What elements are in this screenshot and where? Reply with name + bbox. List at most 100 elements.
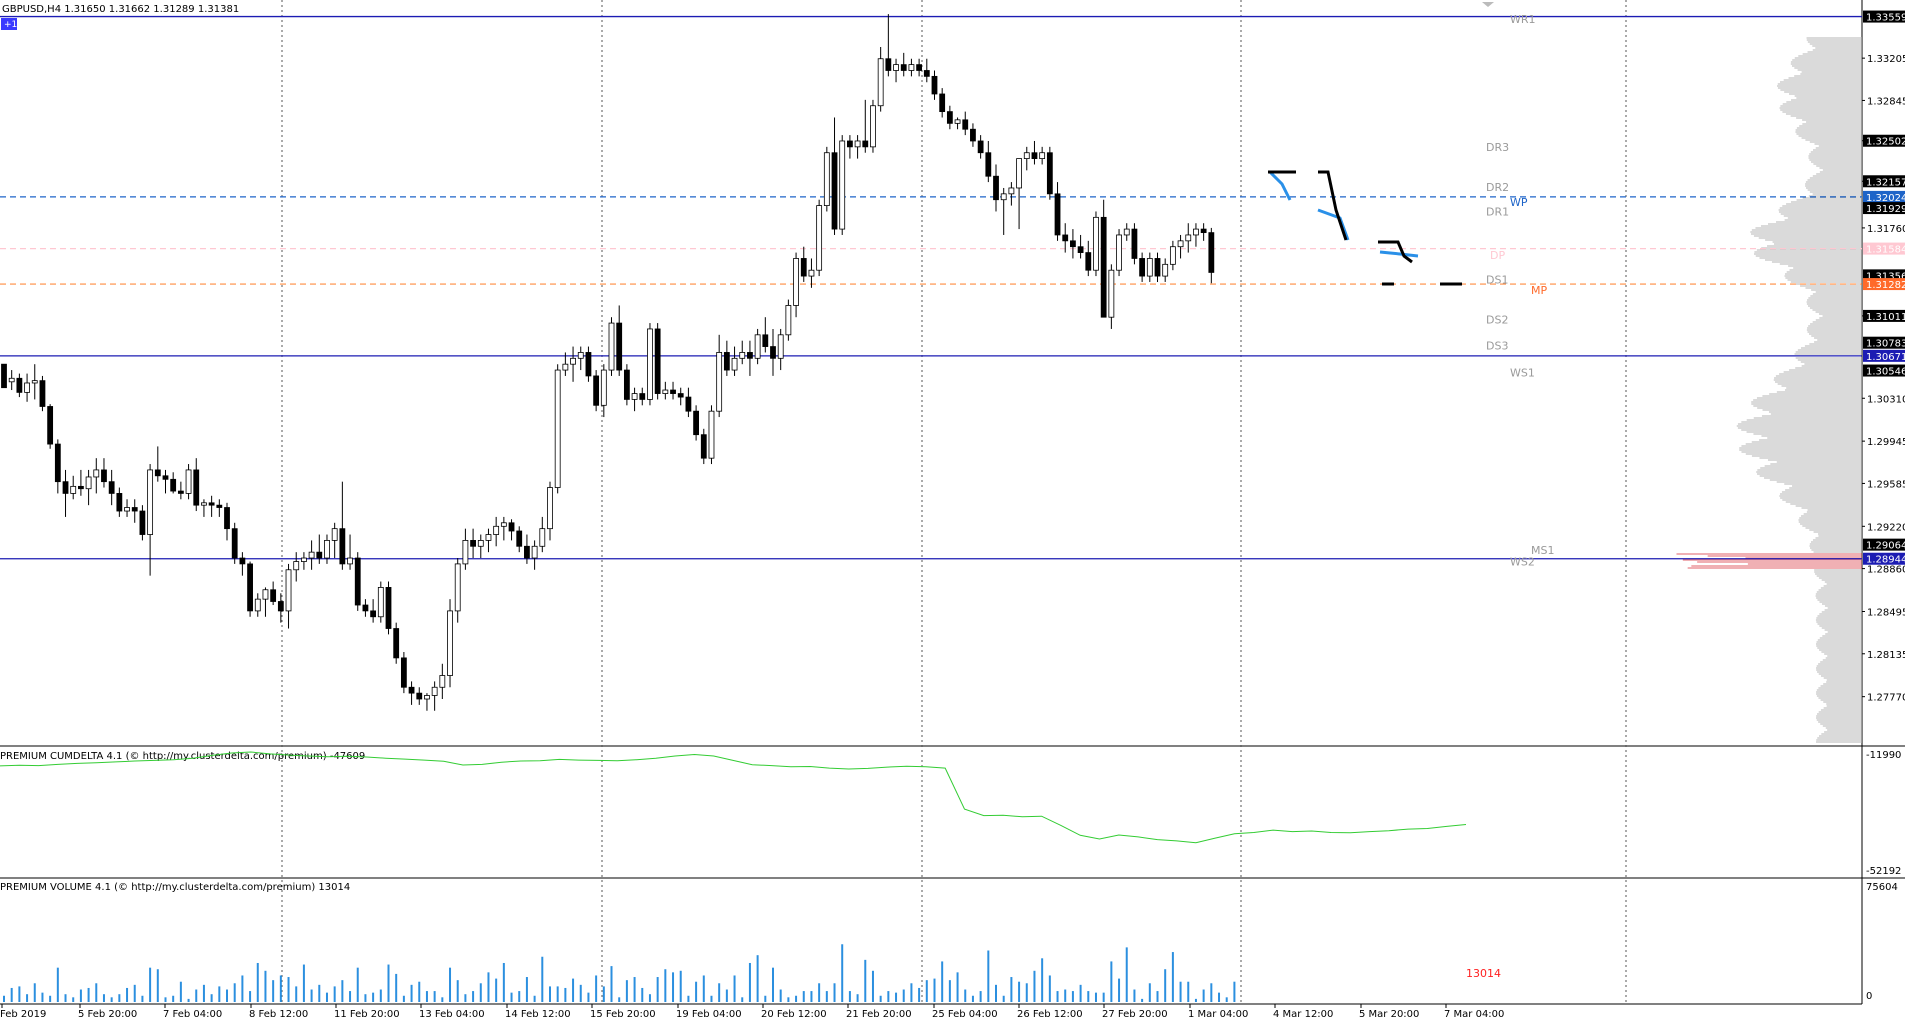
- candle-body: [1108, 269, 1115, 318]
- expand-button[interactable]: [1, 18, 17, 30]
- volume-axis-top: 75604: [1866, 882, 1898, 893]
- candle-body: [162, 475, 169, 480]
- candle-body: [893, 64, 899, 71]
- candle-body: [1169, 246, 1176, 265]
- price-tag-label: 1.31929: [1866, 204, 1905, 215]
- price-tag-bg: [1863, 364, 1905, 377]
- price-tag-bg: [1863, 202, 1905, 215]
- price-tag-label: 1.30546: [1866, 367, 1905, 378]
- price-tag-label: 1.31011: [1866, 312, 1905, 323]
- candle-body: [908, 64, 915, 71]
- candle-body: [331, 528, 338, 541]
- pivot-label: DS2: [1486, 314, 1508, 327]
- pivot-label: WR1: [1510, 13, 1536, 26]
- chart-symbol-line: GBPUSD,H4 1.31650 1.31662 1.31289 1.3138…: [2, 4, 239, 15]
- candle-body: [231, 528, 238, 559]
- price-tag-label: 1.28944: [1866, 555, 1905, 566]
- candle-body: [400, 657, 407, 688]
- pivot-label: MP: [1531, 284, 1547, 297]
- price-tick-label: 1.32845: [1867, 96, 1905, 107]
- candle-body: [1008, 187, 1015, 195]
- candle-body: [847, 140, 853, 148]
- candle-body: [85, 476, 92, 490]
- price-tag-label: 1.32157: [1866, 177, 1905, 188]
- candle-body: [785, 305, 792, 336]
- candle-body: [524, 545, 530, 559]
- pivot-label: DR1: [1486, 205, 1509, 218]
- candle-body: [377, 587, 384, 618]
- candle-body: [985, 152, 992, 177]
- range-step-3: [1378, 240, 1413, 264]
- candle-body: [116, 493, 123, 512]
- candle-body: [1085, 252, 1092, 271]
- candle-body: [270, 589, 277, 602]
- cumdelta-axis-top: -11990: [1866, 750, 1901, 761]
- candle-body: [262, 589, 269, 600]
- candle-body: [716, 352, 723, 412]
- candle-body: [254, 598, 261, 612]
- candle-body: [477, 540, 484, 547]
- candle-body: [39, 380, 46, 407]
- candle-body: [800, 258, 807, 277]
- candle-body: [554, 369, 561, 488]
- price-tag-bg: [1863, 309, 1905, 322]
- candle-body: [31, 380, 38, 384]
- cumdelta-line: [0, 751, 1467, 844]
- candle-body: [531, 545, 538, 559]
- candle-body: [124, 507, 130, 512]
- candle-body: [208, 502, 215, 506]
- candle-body: [877, 58, 884, 107]
- candlestick-series: [1, 14, 1215, 711]
- candle-body: [285, 569, 292, 612]
- pivot-label: DP: [1490, 249, 1505, 262]
- candle-body: [8, 377, 15, 383]
- candle-body: [308, 551, 315, 559]
- candle-body: [247, 563, 253, 612]
- candle-body: [24, 382, 30, 393]
- chevron-down-icon[interactable]: [1482, 2, 1494, 7]
- candle-body: [462, 540, 469, 565]
- candle-body: [670, 389, 676, 394]
- candle-body: [185, 469, 192, 494]
- candle-body: [816, 205, 823, 271]
- price-tick-label: 1.27770: [1867, 693, 1905, 704]
- candle-body: [770, 346, 776, 359]
- time-label: 20 Feb 12:00: [761, 1009, 827, 1020]
- volume-title: PREMIUM VOLUME 4.1 (© http://my.clusterd…: [0, 882, 350, 893]
- volume-bars: [3, 944, 1236, 1002]
- candle-body: [1208, 232, 1215, 273]
- candle-body: [862, 140, 869, 148]
- candle-body: [139, 510, 146, 535]
- candle-body: [224, 507, 230, 530]
- candle-body: [577, 352, 584, 359]
- candle-body: [954, 119, 961, 124]
- price-tag-label: 1.31282: [1866, 280, 1905, 291]
- candle-body: [293, 561, 300, 571]
- candle-body: [654, 328, 661, 394]
- candle-body: [1200, 228, 1207, 234]
- pivot-label: WS1: [1510, 366, 1535, 379]
- time-axis: Feb 2019 5 Feb 20:00 7 Feb 04:00 8 Feb 12:0…: [0, 1004, 1504, 1020]
- candle-body: [47, 406, 54, 445]
- candle-body: [600, 369, 607, 406]
- candle-body: [1039, 152, 1046, 159]
- candle-body: [823, 152, 830, 206]
- cumdelta-title: PREMIUM CUMDELTA 4.1 (© http://my.cluste…: [0, 751, 365, 762]
- time-label: 1 Mar 04:00: [1188, 1009, 1248, 1020]
- candle-body: [347, 557, 353, 565]
- candle-body: [647, 328, 653, 400]
- time-label: 19 Feb 04:00: [676, 1009, 742, 1020]
- candle-body: [1123, 228, 1130, 236]
- candle-body: [454, 563, 461, 612]
- candle-body: [885, 58, 892, 71]
- time-label: 7 Feb 04:00: [163, 1009, 222, 1020]
- candle-body: [631, 393, 638, 400]
- price-panel[interactable]: [0, 0, 1862, 746]
- candle-body: [900, 64, 907, 71]
- price-tag-label: 1.29064: [1866, 541, 1905, 552]
- candle-body: [731, 357, 738, 371]
- price-tag-bg: [1863, 190, 1905, 203]
